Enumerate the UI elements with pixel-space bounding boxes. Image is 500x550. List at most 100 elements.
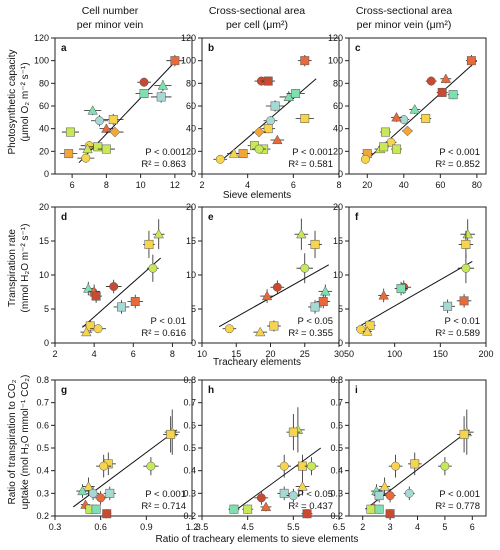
marker-circle	[93, 324, 103, 334]
marker-triangle	[296, 228, 307, 239]
x-label-row-2: Tracheary elements	[213, 357, 301, 368]
col-header-1-line-1: Cell number	[82, 5, 139, 17]
y-tick-label: 0	[191, 338, 196, 348]
y-tick-label: 15	[39, 236, 49, 246]
data-point	[374, 504, 384, 514]
p-value: P < 0.01	[445, 316, 480, 327]
x-tick-label: 2	[52, 349, 57, 359]
data-point	[94, 491, 107, 505]
data-point	[286, 89, 305, 99]
data-point	[295, 477, 310, 496]
y-tick-label: 0	[44, 338, 49, 348]
y-tick-label: 0.6	[36, 420, 49, 430]
p-value: P < 0.05	[298, 489, 333, 500]
data-point	[378, 142, 390, 152]
y-tick-label: 0.6	[183, 420, 196, 430]
data-point	[301, 509, 313, 519]
data-point	[362, 326, 373, 336]
data-point	[78, 143, 97, 154]
marker-square	[65, 127, 75, 137]
marker-square	[443, 301, 453, 311]
y-tick-label: 60	[186, 101, 196, 111]
data-point	[295, 113, 314, 123]
y-tick-label: 5	[338, 304, 343, 314]
marker-square	[437, 87, 447, 97]
marker-triangle	[320, 286, 331, 296]
marker-triangle	[440, 73, 452, 83]
marker-triangle	[153, 228, 164, 239]
x-tick-label: 6.5	[333, 522, 346, 532]
marker-circle	[404, 488, 414, 498]
data-point	[102, 113, 124, 126]
y-tick-label: 20	[39, 202, 49, 212]
data-point	[261, 76, 276, 86]
x-tick-label: 2	[360, 522, 365, 532]
data-point	[254, 491, 269, 505]
marker-square	[91, 291, 101, 301]
marker-square	[156, 92, 166, 102]
x-tick-label: 15	[231, 349, 241, 359]
x-tick-label: 80	[472, 180, 482, 190]
data-point	[152, 219, 165, 250]
marker-square	[108, 115, 118, 125]
x-tick-label: 4	[415, 522, 420, 532]
data-point	[379, 477, 391, 496]
marker-square	[385, 509, 395, 519]
marker-square	[300, 114, 310, 123]
y-tick-label: 0.7	[183, 398, 196, 408]
p-value: P < 0.001	[145, 147, 186, 158]
marker-circle	[360, 154, 370, 164]
marker-square	[381, 127, 390, 137]
marker-circle	[81, 153, 91, 163]
y-tick-label: 0.8	[183, 375, 196, 385]
data-point	[297, 55, 312, 67]
x-tick-label: 3.5	[196, 522, 209, 532]
marker-triangle	[83, 283, 94, 293]
y-tick-label: 80	[186, 78, 196, 88]
data-point	[137, 77, 151, 87]
panel-label: f	[355, 212, 359, 223]
x-tick-label: 25	[300, 349, 310, 359]
panel-label: d	[61, 212, 67, 223]
col-header-1-line-2: per minor vein	[77, 19, 144, 31]
x-tick-label: 6	[70, 180, 75, 190]
y-tick-label: 15	[333, 236, 343, 246]
y-tick-label: 20	[333, 202, 343, 212]
data-point	[260, 289, 274, 303]
x-tick-label: 8	[104, 180, 109, 190]
x-tick-label: 6	[131, 349, 136, 359]
p-value: P < 0.001	[145, 489, 186, 500]
data-point	[163, 416, 179, 453]
marker-diamond	[109, 126, 121, 138]
y-tick-label: 0.5	[330, 443, 343, 453]
data-point	[82, 281, 95, 296]
data-point	[438, 457, 452, 476]
data-point	[80, 326, 93, 337]
panel-label: e	[208, 212, 214, 223]
marker-triangle	[254, 326, 266, 337]
y-tick-label: 10	[186, 270, 196, 280]
panel-label: h	[208, 385, 214, 396]
y-tick-label: 80	[333, 78, 343, 88]
data-point	[270, 280, 285, 295]
data-point	[447, 90, 459, 100]
marker-circle	[224, 324, 234, 334]
y-tick-label: 0	[338, 338, 343, 348]
data-point	[384, 488, 396, 503]
marker-square	[279, 488, 289, 498]
marker-triangle	[391, 112, 402, 122]
data-point	[90, 324, 106, 334]
data-point	[252, 144, 266, 154]
marker-square	[302, 509, 312, 519]
data-point	[401, 125, 413, 137]
r-squared: R² = 0.852	[435, 159, 480, 170]
marker-square	[448, 90, 458, 100]
marker-circle	[109, 282, 119, 292]
data-point	[373, 488, 385, 503]
x-tick-label: 0.3	[49, 522, 62, 532]
data-point	[60, 149, 78, 159]
marker-square	[366, 504, 376, 514]
marker-square	[365, 320, 375, 330]
